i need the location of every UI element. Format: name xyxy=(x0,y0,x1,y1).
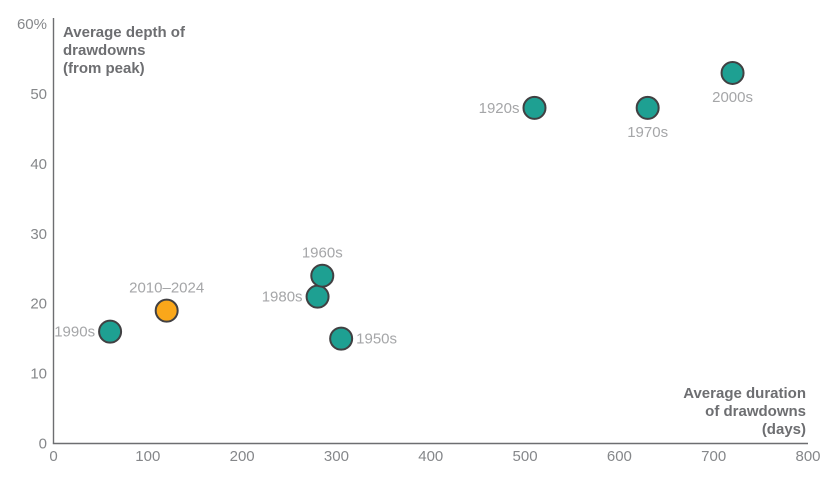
x-tick-label: 0 xyxy=(49,448,57,465)
x-tick-label: 700 xyxy=(701,448,726,465)
y-tick-label: 50 xyxy=(30,86,47,103)
x-tick-label: 600 xyxy=(607,448,632,465)
y-axis-title-line: (from peak) xyxy=(63,60,145,77)
data-point-1980s xyxy=(305,284,330,309)
point-label: 1970s xyxy=(627,124,668,141)
x-axis-title-line: of drawdowns xyxy=(705,403,806,420)
y-axis-title-line: drawdowns xyxy=(63,42,146,59)
y-tick-label: 0 xyxy=(39,436,47,453)
point-label: 1950s xyxy=(356,331,397,348)
point-label: 1920s xyxy=(479,100,520,117)
y-tick-label: 20 xyxy=(30,296,47,313)
x-tick-label: 200 xyxy=(230,448,255,465)
y-tick-label: 60% xyxy=(17,16,47,33)
y-tick-label: 10 xyxy=(30,366,47,383)
point-label: 2010–2024 xyxy=(129,280,204,297)
data-point-1990s xyxy=(98,319,123,344)
data-point-1920s xyxy=(522,95,547,120)
y-tick-label: 30 xyxy=(30,226,47,243)
x-tick-label: 100 xyxy=(135,448,160,465)
point-label: 1980s xyxy=(262,289,303,306)
x-tick-label: 400 xyxy=(418,448,443,465)
data-point-2010-2024 xyxy=(154,298,179,323)
x-axis-title-line: (days) xyxy=(762,421,806,438)
data-point-1970s xyxy=(635,95,660,120)
x-tick-label: 800 xyxy=(795,448,820,465)
x-axis-title-line: Average duration xyxy=(683,385,806,402)
x-tick-label: 500 xyxy=(513,448,538,465)
data-point-2000s xyxy=(720,60,745,85)
x-tick-label: 300 xyxy=(324,448,349,465)
y-tick-label: 40 xyxy=(30,156,47,173)
data-point-1950s xyxy=(329,326,354,351)
y-axis-title-line: Average depth of xyxy=(63,24,186,41)
point-label: 2000s xyxy=(712,89,753,106)
point-label: 1960s xyxy=(302,245,343,262)
point-label: 1990s xyxy=(54,324,95,341)
data-point-1960s xyxy=(310,263,335,288)
